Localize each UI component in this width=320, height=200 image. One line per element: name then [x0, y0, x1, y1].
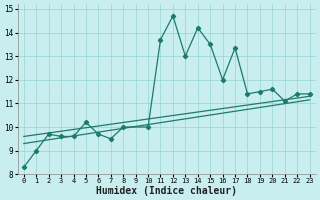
- X-axis label: Humidex (Indice chaleur): Humidex (Indice chaleur): [96, 186, 237, 196]
